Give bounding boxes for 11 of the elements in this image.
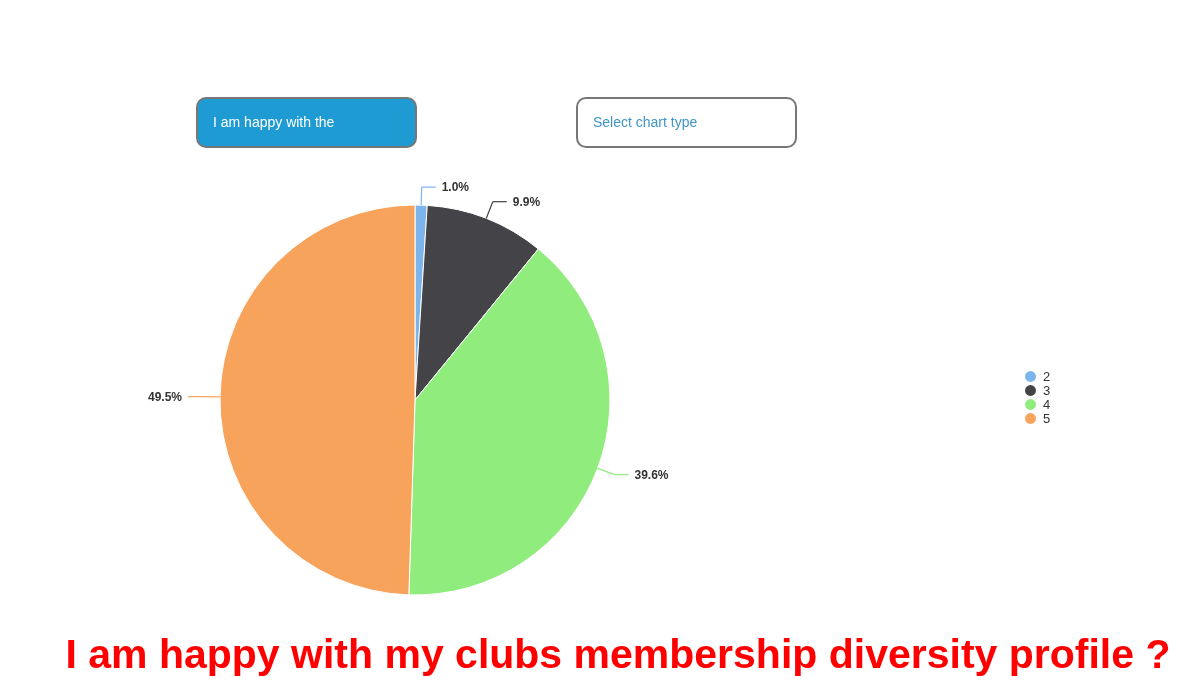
legend-label: 5: [1043, 410, 1051, 426]
text: Select chart type: [593, 113, 698, 130]
text: I am happy with my clubs membership diversity profile ?: [65, 631, 1171, 677]
data-label: 49.5%: [148, 389, 183, 404]
data-label: 1.0%: [441, 180, 470, 195]
text: I am happy with the: [213, 113, 335, 130]
legend-label: 4: [1043, 396, 1051, 412]
legend-label: 2: [1043, 368, 1051, 384]
legend-label: 3: [1043, 382, 1051, 398]
data-label: 9.9%: [512, 194, 541, 209]
data-label: 39.6%: [634, 467, 669, 482]
